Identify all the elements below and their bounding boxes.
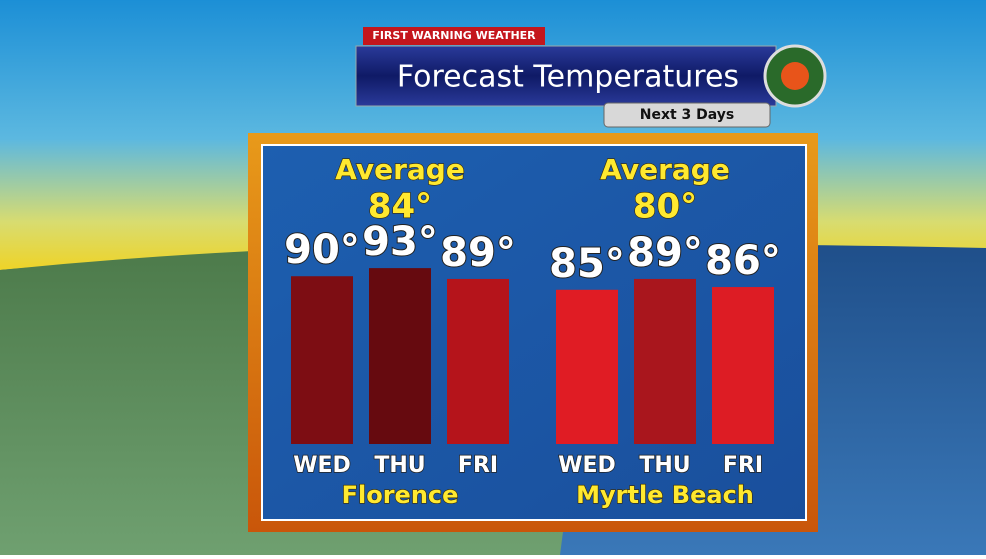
- bar: [291, 276, 353, 444]
- x-tick-label: FRI: [458, 453, 498, 478]
- bar: [556, 289, 618, 444]
- x-tick-label: WED: [558, 453, 616, 478]
- value-label: 89°: [440, 230, 516, 276]
- x-tick-label: THU: [374, 453, 425, 478]
- value-label: 86°: [705, 238, 781, 284]
- average-label: Average: [335, 153, 465, 186]
- radar-core: [781, 62, 809, 90]
- title-banner: [355, 45, 777, 107]
- x-tick-label: FRI: [723, 453, 763, 478]
- subtitle-box: [603, 102, 771, 128]
- value-label: 93°: [362, 219, 438, 265]
- city-label: Florence: [342, 481, 459, 509]
- brand-bar: [363, 27, 545, 45]
- x-tick-label: THU: [639, 453, 690, 478]
- bar: [447, 278, 509, 444]
- average-value: 84°: [368, 187, 432, 227]
- value-label: 90°: [284, 227, 360, 273]
- average-label: Average: [600, 153, 730, 186]
- city-label: Myrtle Beach: [576, 481, 754, 509]
- brand: FIRST WARNING WEATHER: [372, 29, 536, 42]
- bar: [369, 268, 431, 444]
- value-label: 89°: [627, 230, 703, 276]
- x-tick-label: WED: [293, 453, 351, 478]
- bar: [712, 287, 774, 444]
- bar: [634, 278, 696, 444]
- value-label: 85°: [549, 241, 625, 287]
- subtitle: Next 3 Days: [640, 107, 735, 123]
- average-value: 80°: [633, 187, 697, 227]
- title: Forecast Temperatures: [397, 60, 739, 95]
